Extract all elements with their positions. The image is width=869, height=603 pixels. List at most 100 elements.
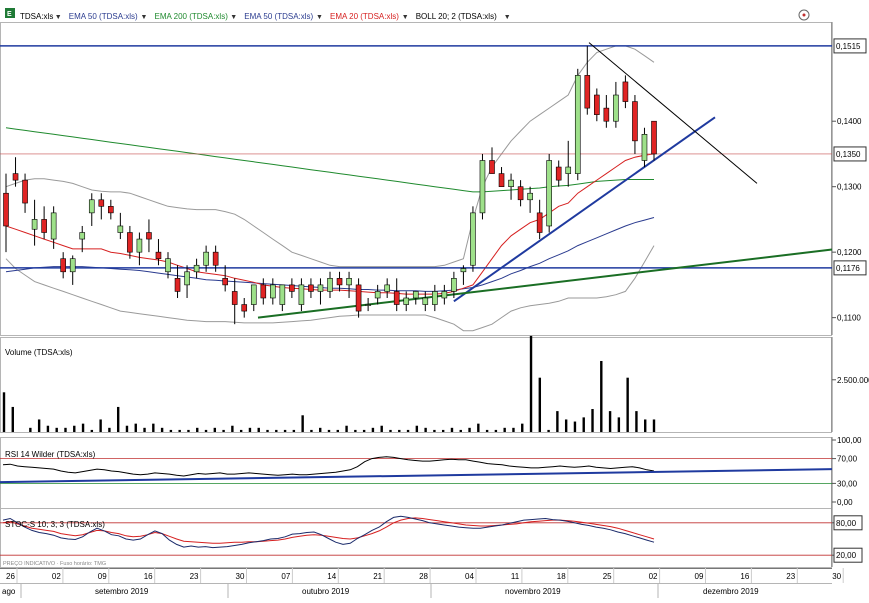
price-level-box — [833, 146, 867, 162]
study-label-3[interactable]: EMA 50 (TDSA:xls) — [244, 12, 313, 21]
date-tick-label: 02 — [649, 572, 658, 581]
candle — [127, 232, 133, 253]
month-label: novembro 2019 — [505, 587, 561, 596]
volume-bar — [257, 427, 260, 432]
volume-bar — [644, 419, 647, 432]
candle — [470, 212, 476, 266]
volume-bar — [327, 429, 331, 432]
rsi-trendline[interactable] — [0, 468, 833, 484]
price-level-label: 0,1515 — [836, 42, 861, 51]
candle — [622, 81, 629, 102]
candle — [546, 160, 552, 227]
bollinger-lower-line — [5, 245, 655, 332]
candle — [146, 232, 152, 240]
price-level-box — [833, 260, 867, 276]
candle — [193, 264, 200, 273]
study-label-0[interactable]: TDSA:xls — [20, 12, 53, 21]
volume-bar — [90, 429, 94, 432]
candle — [22, 179, 28, 204]
volume-bar — [248, 427, 252, 432]
candle — [88, 199, 95, 214]
date-tick-label: 30 — [832, 572, 841, 581]
candle — [155, 251, 162, 260]
trendline-blue[interactable] — [453, 116, 716, 303]
rsi-tick-label: 30,00 — [837, 479, 858, 488]
candle — [451, 278, 457, 292]
date-tick-label: 18 — [557, 572, 566, 581]
date-tick-label: 25 — [603, 572, 612, 581]
volume-bar — [556, 411, 559, 432]
volume-bar — [652, 419, 656, 432]
month-label: dezembro 2019 — [703, 587, 759, 596]
panel-frame-1 — [0, 337, 832, 433]
volume-bar — [547, 429, 550, 432]
volume-bar — [73, 425, 76, 432]
volume-bar — [283, 429, 287, 432]
chevron-down-icon[interactable]: ▼ — [141, 14, 148, 21]
trendline-black[interactable] — [588, 42, 758, 184]
candle — [241, 304, 248, 312]
chevron-down-icon[interactable]: ▼ — [402, 14, 409, 21]
candle — [632, 101, 638, 142]
volume-bar — [134, 423, 137, 432]
candle — [517, 186, 524, 201]
study-label-1[interactable]: EMA 50 (TDSA:xls) — [69, 12, 138, 21]
excel-icon[interactable] — [5, 8, 15, 18]
bollinger-upper-line — [5, 45, 655, 268]
volume-bar — [433, 429, 436, 432]
candle — [403, 297, 410, 305]
volume-bar — [178, 429, 181, 432]
volume-bar — [459, 429, 462, 432]
volume-bar — [389, 429, 392, 432]
price-tick-label: 0,1400 — [837, 117, 862, 126]
chevron-down-icon[interactable]: ▼ — [316, 14, 323, 21]
volume-bar — [371, 427, 375, 432]
volume-bar — [573, 421, 577, 432]
volume-bar — [11, 406, 14, 432]
candle — [641, 134, 648, 161]
volume-bar — [485, 429, 489, 432]
date-tick-label: 21 — [373, 572, 382, 581]
candle — [212, 251, 219, 266]
candle — [374, 291, 381, 299]
candle — [479, 160, 486, 214]
candle — [327, 278, 333, 292]
volume-bar — [319, 427, 322, 432]
month-label: ago — [2, 587, 16, 596]
volume-bar — [626, 377, 629, 432]
volume-bar — [222, 429, 225, 432]
trendline-green[interactable] — [257, 248, 833, 319]
candle — [69, 258, 76, 273]
volume-bar — [204, 429, 208, 432]
rsi-line — [2, 456, 655, 477]
month-label: setembro 2019 — [95, 587, 149, 596]
candle — [298, 284, 305, 305]
chevron-down-icon[interactable]: ▼ — [504, 14, 511, 21]
date-tick-label: 16 — [740, 572, 749, 581]
candle — [651, 120, 657, 155]
study-label-5[interactable]: BOLL 20; 2 (TDSA:xls) — [416, 12, 497, 21]
study-label-4[interactable]: EMA 20 (TDSA:xls) — [330, 12, 399, 21]
volume-bar — [196, 427, 199, 432]
volume-bar — [564, 419, 568, 432]
study-label-2[interactable]: EMA 200 (TDSA:xls) — [155, 12, 229, 21]
volume-bar — [362, 429, 366, 432]
rsi-tick-label: 100,00 — [837, 436, 862, 445]
chevron-down-icon[interactable]: ▼ — [230, 14, 237, 21]
candle — [250, 284, 257, 305]
date-tick-label: 23 — [190, 572, 199, 581]
candle — [574, 75, 581, 174]
chevron-down-icon[interactable]: ▼ — [55, 14, 62, 21]
volume-bar — [635, 411, 638, 432]
candle — [460, 268, 467, 273]
price-panel: 0,1100 0,1200 0,1300 0,1400 0,1515 0,1350 0,11… — [0, 38, 867, 332]
stoch-tick-label: 80,00 — [836, 519, 857, 528]
volume-bar — [336, 429, 339, 432]
candle — [422, 297, 429, 305]
date-tick-label: 09 — [98, 572, 107, 581]
candle — [3, 192, 9, 227]
toolbar-background — [0, 0, 869, 22]
candle — [174, 278, 181, 292]
excel-icon-glyph: E — [7, 11, 12, 18]
